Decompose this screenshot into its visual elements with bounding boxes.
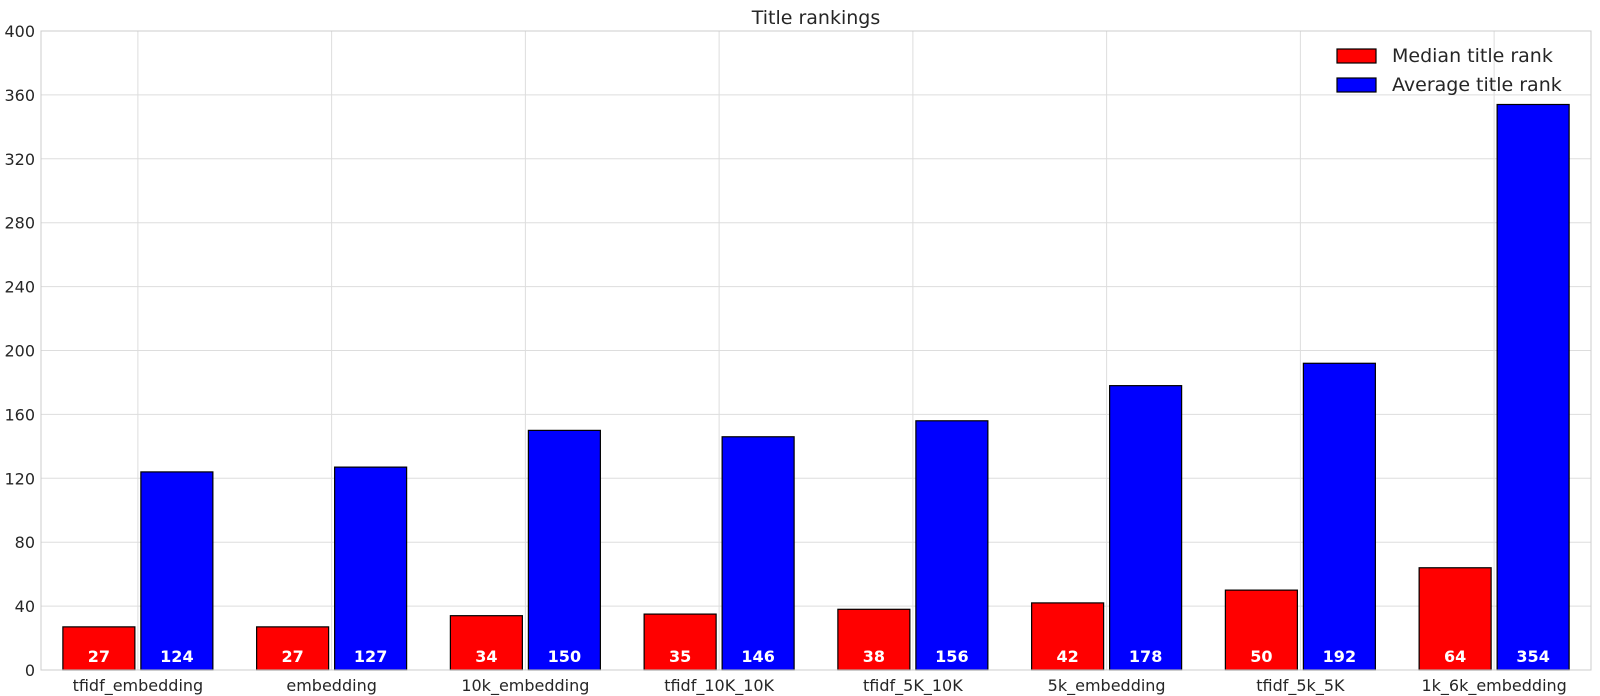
bar-data-label: 146 bbox=[741, 647, 774, 666]
x-axis-ticks: tfidf_embedding embedding 10k_embedding tfi… bbox=[73, 676, 1567, 696]
y-tick-label: 160 bbox=[4, 405, 35, 424]
x-tick-label: tfidf_5k_5K bbox=[1256, 676, 1345, 696]
y-tick-label: 120 bbox=[4, 469, 35, 488]
bar-data-label: 35 bbox=[669, 647, 691, 666]
bar-series-1 bbox=[140, 471, 214, 671]
bar-data-label: 124 bbox=[160, 647, 193, 666]
bar-series-0 bbox=[256, 626, 330, 671]
bar-data-label: 354 bbox=[1516, 647, 1549, 666]
bar-data-label: 150 bbox=[548, 647, 581, 666]
x-tick-label: 5k_embedding bbox=[1048, 676, 1166, 696]
bar-data-label: 42 bbox=[1056, 647, 1078, 666]
bar-data-label: 27 bbox=[281, 647, 303, 666]
bars: 27 27 34 35 38 42 50 64 124 127 150 146 156 178 192 354 bbox=[62, 103, 1570, 671]
y-tick-label: 400 bbox=[4, 22, 35, 41]
chart-title: Title rankings bbox=[751, 7, 881, 29]
bar-series-1 bbox=[1302, 362, 1376, 671]
legend-label: Average title rank bbox=[1392, 74, 1562, 96]
bar-series-0 bbox=[1418, 567, 1492, 671]
bar-series-1 bbox=[915, 420, 989, 671]
legend-swatch bbox=[1336, 48, 1377, 64]
x-tick-label: 1k_6k_embedding bbox=[1421, 676, 1566, 696]
y-tick-label: 40 bbox=[15, 597, 35, 616]
bar-data-label: 50 bbox=[1250, 647, 1272, 666]
x-tick-label: tfidf_10K_10K bbox=[664, 676, 774, 696]
bar-series-0 bbox=[1224, 589, 1298, 671]
bar-series-0 bbox=[449, 615, 523, 671]
y-tick-label: 240 bbox=[4, 278, 35, 297]
plot-frame bbox=[40, 30, 1592, 671]
legend-label: Median title rank bbox=[1392, 45, 1553, 67]
x-tick-label: tfidf_5K_10K bbox=[863, 676, 963, 696]
bar-data-label: 64 bbox=[1444, 647, 1466, 666]
legend: Median title rank Average title rank bbox=[1336, 45, 1562, 96]
x-tick-label: tfidf_embedding bbox=[73, 676, 204, 696]
bar-series-1 bbox=[1109, 385, 1183, 671]
bar-series-1 bbox=[527, 429, 601, 671]
y-tick-label: 280 bbox=[4, 214, 35, 233]
bar-data-label: 27 bbox=[88, 647, 110, 666]
bar-series-1 bbox=[334, 466, 408, 671]
y-tick-label: 200 bbox=[4, 342, 35, 361]
bar-series-0 bbox=[643, 613, 717, 671]
bar-series-1 bbox=[721, 436, 795, 671]
y-tick-label: 80 bbox=[15, 533, 35, 552]
bar-data-label: 127 bbox=[354, 647, 387, 666]
bar-data-label: 178 bbox=[1129, 647, 1162, 666]
y-tick-label: 0 bbox=[25, 661, 35, 680]
y-tick-label: 320 bbox=[4, 150, 35, 169]
bar-series-0 bbox=[62, 626, 136, 671]
x-tick-label: embedding bbox=[286, 676, 376, 695]
bar-series-1 bbox=[1496, 103, 1570, 671]
x-tick-label: 10k_embedding bbox=[461, 676, 589, 696]
bar-data-label: 192 bbox=[1323, 647, 1356, 666]
y-tick-label: 360 bbox=[4, 86, 35, 105]
y-axis-ticks: 0 40 80 120 160 200 240 280 320 360 400 bbox=[4, 22, 35, 680]
bar-series-0 bbox=[837, 608, 911, 671]
bar-data-label: 38 bbox=[863, 647, 885, 666]
bar-data-label: 34 bbox=[475, 647, 497, 666]
legend-swatch bbox=[1336, 77, 1377, 93]
bar-data-label: 156 bbox=[935, 647, 968, 666]
